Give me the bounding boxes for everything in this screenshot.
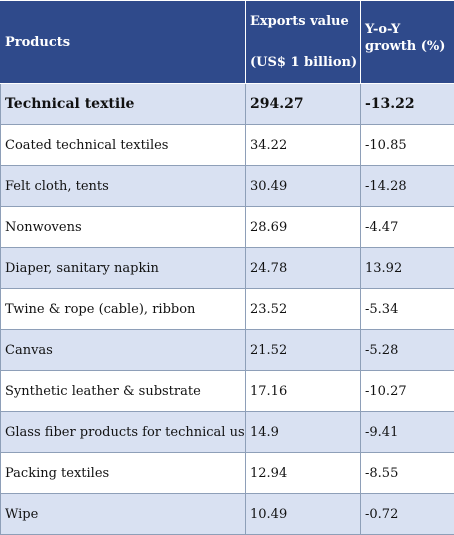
- cell-growth: -14.28: [361, 166, 454, 207]
- cell-exports: 17.16: [246, 371, 361, 412]
- table-row: Diaper, sanitary napkin 24.78 13.92: [1, 248, 454, 289]
- header-products: Products: [1, 1, 246, 84]
- cell-product: Twine & rope (cable), ribbon: [1, 289, 246, 330]
- cell-exports: 23.52: [246, 289, 361, 330]
- header-exports-value: Exports value (US$ 1 billion): [246, 1, 361, 84]
- header-growth-line2: growth (%): [365, 39, 454, 54]
- header-products-label: Products: [5, 35, 70, 50]
- cell-product: Coated technical textiles: [1, 125, 246, 166]
- cell-exports: 10.49: [246, 494, 361, 535]
- header-yoy-growth: Y-o-Y growth (%): [361, 1, 454, 84]
- cell-exports: 14.9: [246, 412, 361, 453]
- table-row: Canvas 21.52 -5.28: [1, 330, 454, 371]
- cell-product: Canvas: [1, 330, 246, 371]
- cell-exports: 294.27: [246, 84, 361, 125]
- cell-growth: -4.47: [361, 207, 454, 248]
- table-row: Twine & rope (cable), ribbon 23.52 -5.34: [1, 289, 454, 330]
- cell-product: Nonwovens: [1, 207, 246, 248]
- header-growth-line1: Y-o-Y: [365, 22, 454, 37]
- cell-exports: 30.49: [246, 166, 361, 207]
- cell-growth: -5.34: [361, 289, 454, 330]
- table-header: Products Exports value (US$ 1 billion) Y…: [1, 1, 454, 84]
- table-row: Nonwovens 28.69 -4.47: [1, 207, 454, 248]
- cell-product: Packing textiles: [1, 453, 246, 494]
- cell-exports: 34.22: [246, 125, 361, 166]
- table-row: Synthetic leather & substrate 17.16 -10.…: [1, 371, 454, 412]
- cell-product: Felt cloth, tents: [1, 166, 246, 207]
- cell-growth: -0.72: [361, 494, 454, 535]
- cell-product: Technical textile: [1, 84, 246, 125]
- cell-growth: -8.55: [361, 453, 454, 494]
- cell-product: Diaper, sanitary napkin: [1, 248, 246, 289]
- cell-growth: -9.41: [361, 412, 454, 453]
- cell-growth: -10.85: [361, 125, 454, 166]
- table-row: Felt cloth, tents 30.49 -14.28: [1, 166, 454, 207]
- cell-growth: -13.22: [361, 84, 454, 125]
- cell-exports: 28.69: [246, 207, 361, 248]
- table-row-total: Technical textile 294.27 -13.22: [1, 84, 454, 125]
- cell-product: Synthetic leather & substrate: [1, 371, 246, 412]
- header-exports-line1: Exports value: [250, 14, 360, 29]
- table-row: Packing textiles 12.94 -8.55: [1, 453, 454, 494]
- cell-growth: 13.92: [361, 248, 454, 289]
- cell-exports: 24.78: [246, 248, 361, 289]
- table-row: Glass fiber products for technical use 1…: [1, 412, 454, 453]
- table-row: Wipe 10.49 -0.72: [1, 494, 454, 535]
- table-body: Technical textile 294.27 -13.22 Coated t…: [1, 84, 454, 535]
- cell-exports: 12.94: [246, 453, 361, 494]
- header-row: Products Exports value (US$ 1 billion) Y…: [1, 1, 454, 84]
- cell-growth: -5.28: [361, 330, 454, 371]
- table-row: Coated technical textiles 34.22 -10.85: [1, 125, 454, 166]
- cell-product: Wipe: [1, 494, 246, 535]
- cell-growth: -10.27: [361, 371, 454, 412]
- cell-exports: 21.52: [246, 330, 361, 371]
- header-exports-line2: (US$ 1 billion): [250, 55, 360, 70]
- cell-product: Glass fiber products for technical use: [1, 412, 246, 453]
